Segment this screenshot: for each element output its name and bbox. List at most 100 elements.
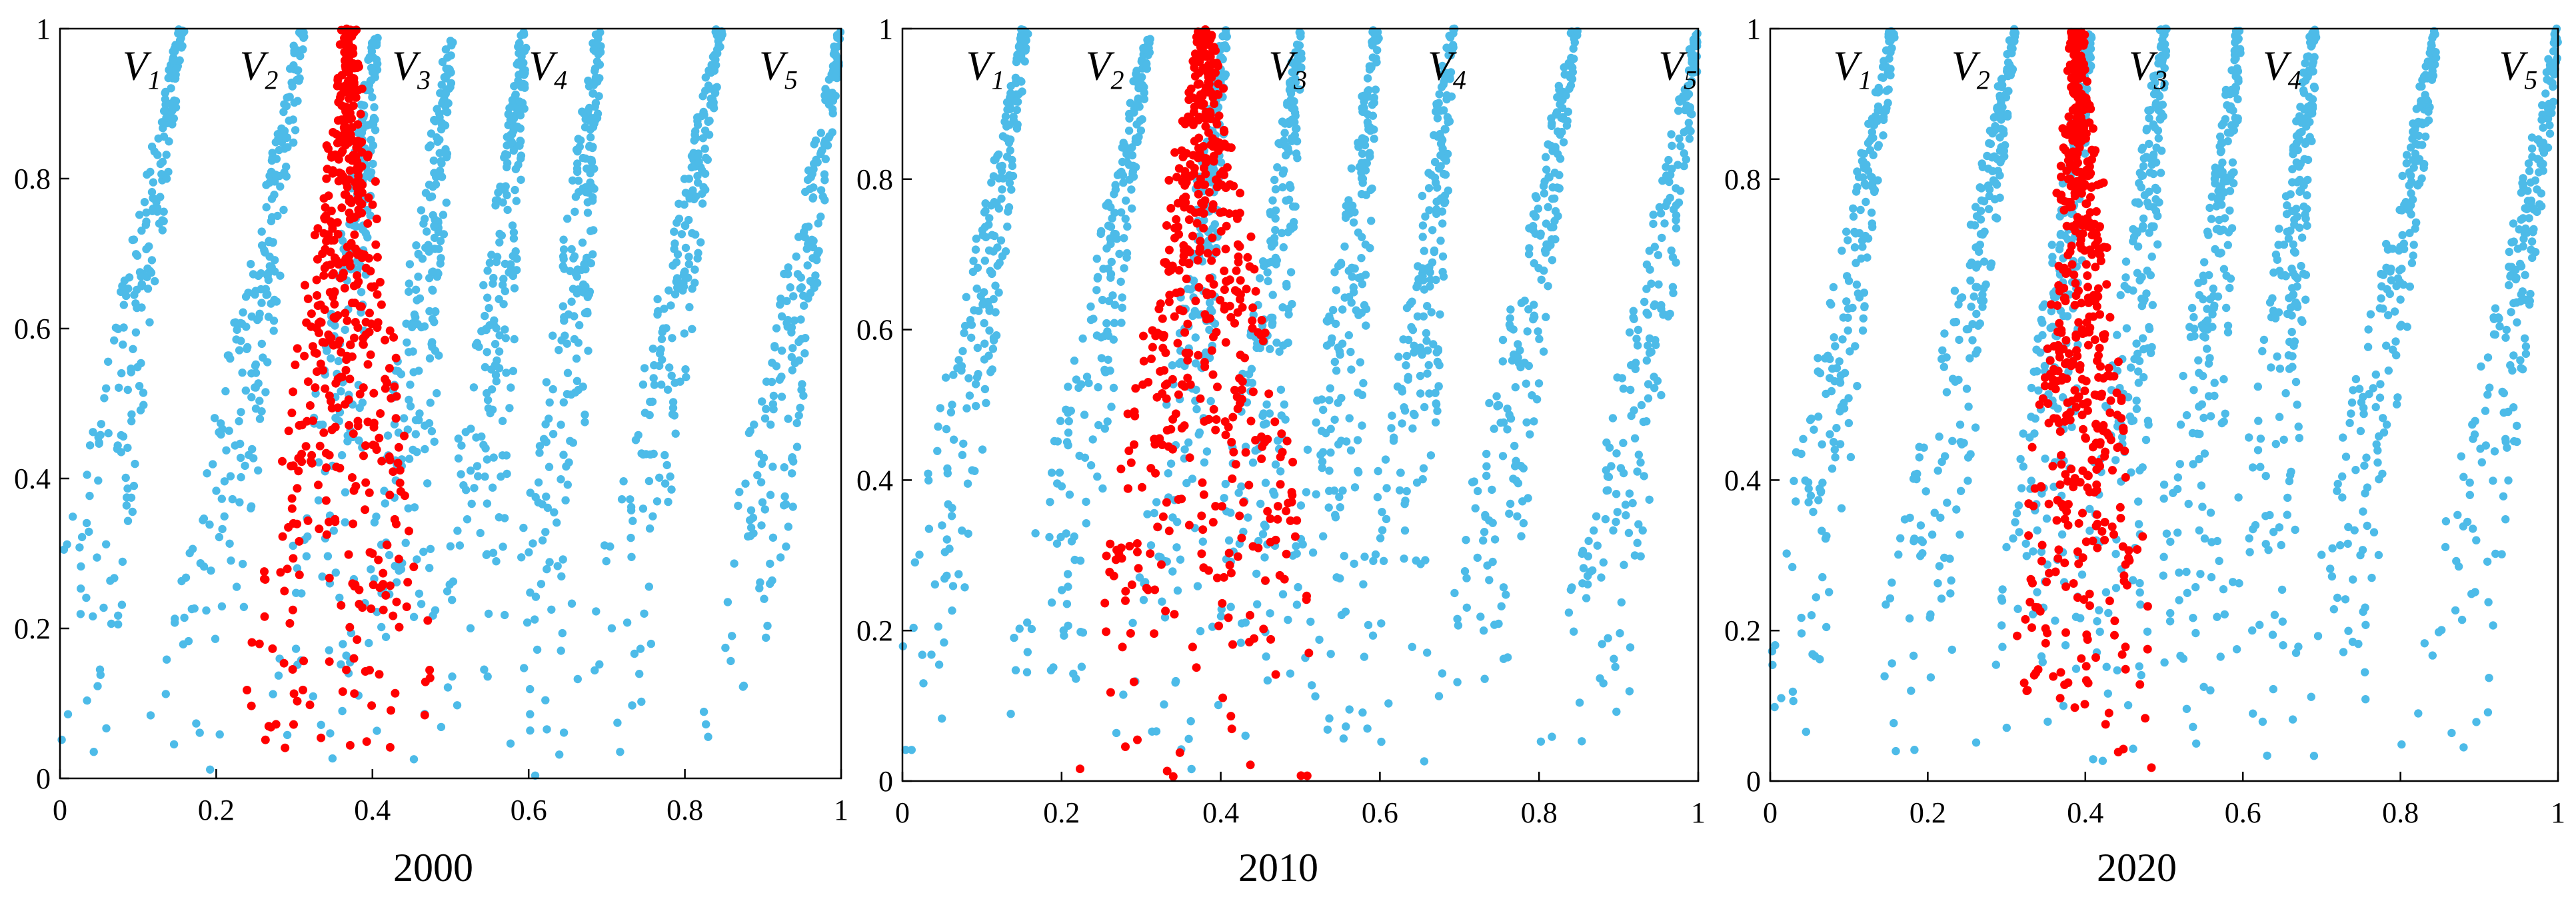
data-point xyxy=(1100,425,1109,433)
data-point xyxy=(1336,259,1346,267)
data-point xyxy=(1312,490,1320,498)
data-point xyxy=(1558,103,1567,113)
data-point xyxy=(1214,90,1223,99)
data-point xyxy=(559,302,567,311)
data-point xyxy=(375,277,385,287)
data-point xyxy=(293,344,302,353)
data-point xyxy=(329,236,339,245)
data-point xyxy=(483,396,493,405)
data-point xyxy=(414,249,423,259)
data-point xyxy=(1210,220,1219,229)
data-point xyxy=(658,328,666,337)
data-point xyxy=(1110,230,1118,239)
data-point xyxy=(260,574,269,584)
data-point xyxy=(342,651,351,660)
data-point xyxy=(501,610,509,620)
data-point xyxy=(1303,445,1312,454)
data-point xyxy=(162,151,171,159)
data-point xyxy=(1485,399,1494,408)
data-point xyxy=(1436,162,1445,171)
data-point xyxy=(353,161,363,170)
data-point xyxy=(371,240,381,249)
data-point xyxy=(583,307,592,317)
data-point xyxy=(1097,227,1106,236)
data-point xyxy=(619,477,628,486)
data-point xyxy=(1978,230,1987,239)
data-point xyxy=(257,339,266,349)
data-point xyxy=(484,609,493,618)
data-point xyxy=(1851,342,1860,351)
data-point xyxy=(808,243,818,252)
data-point xyxy=(1434,382,1443,391)
data-point xyxy=(115,383,123,392)
data-point xyxy=(1672,224,1681,233)
data-point xyxy=(1828,464,1837,473)
data-point xyxy=(1810,425,1818,434)
data-point xyxy=(312,275,321,285)
data-point xyxy=(1233,308,1242,317)
data-point xyxy=(587,157,597,167)
data-point xyxy=(1219,572,1228,582)
data-point xyxy=(629,516,637,525)
data-point xyxy=(1360,552,1369,561)
data-point xyxy=(1202,154,1211,163)
data-point xyxy=(1136,116,1144,125)
data-point xyxy=(559,235,568,244)
data-point xyxy=(236,453,245,462)
data-point xyxy=(1364,620,1373,630)
data-point xyxy=(1064,383,1072,391)
data-point xyxy=(361,441,370,451)
data-point xyxy=(1358,708,1367,717)
data-point xyxy=(1170,312,1179,321)
data-point xyxy=(487,385,497,394)
data-point xyxy=(355,600,364,608)
x-tick-label: 0.2 xyxy=(198,794,235,826)
data-point xyxy=(818,192,827,201)
data-point xyxy=(1173,339,1182,348)
data-point xyxy=(1416,371,1425,381)
data-point xyxy=(1554,212,1562,221)
data-point xyxy=(2047,241,2056,249)
data-point xyxy=(1116,277,1125,286)
data-point xyxy=(310,231,319,240)
data-point xyxy=(821,136,830,145)
data-point xyxy=(1094,421,1103,430)
panel-title: 2010 xyxy=(1238,846,1318,890)
data-point xyxy=(571,193,581,201)
data-point xyxy=(444,99,453,108)
data-point xyxy=(161,89,169,97)
data-point xyxy=(1429,340,1438,349)
data-point xyxy=(260,567,269,576)
data-point xyxy=(1188,474,1197,483)
data-point xyxy=(1277,429,1286,439)
data-point xyxy=(565,458,573,467)
data-point xyxy=(1420,403,1429,412)
data-point xyxy=(223,351,233,360)
data-point xyxy=(828,96,838,105)
data-point xyxy=(997,194,1006,203)
data-point xyxy=(1584,580,1592,589)
data-point xyxy=(387,394,396,403)
data-point xyxy=(1601,514,1610,524)
data-point xyxy=(575,321,584,330)
data-point xyxy=(1418,221,1428,230)
data-point xyxy=(328,754,337,763)
data-point xyxy=(809,165,818,174)
data-point xyxy=(1214,111,1224,121)
data-point xyxy=(1689,43,1698,51)
data-point xyxy=(1494,401,1502,410)
data-point xyxy=(1177,424,1186,433)
data-point xyxy=(824,89,833,97)
data-point xyxy=(1106,539,1115,548)
data-point xyxy=(1270,417,1280,427)
data-point xyxy=(136,406,145,415)
y-tick-label: 0.6 xyxy=(14,313,51,345)
data-point xyxy=(1829,438,1838,447)
data-point xyxy=(331,379,341,388)
data-point xyxy=(1288,134,1296,143)
data-point xyxy=(1214,700,1223,710)
data-point xyxy=(1854,289,1862,298)
data-point xyxy=(993,243,1002,252)
data-point xyxy=(502,451,511,460)
data-point xyxy=(286,64,295,73)
